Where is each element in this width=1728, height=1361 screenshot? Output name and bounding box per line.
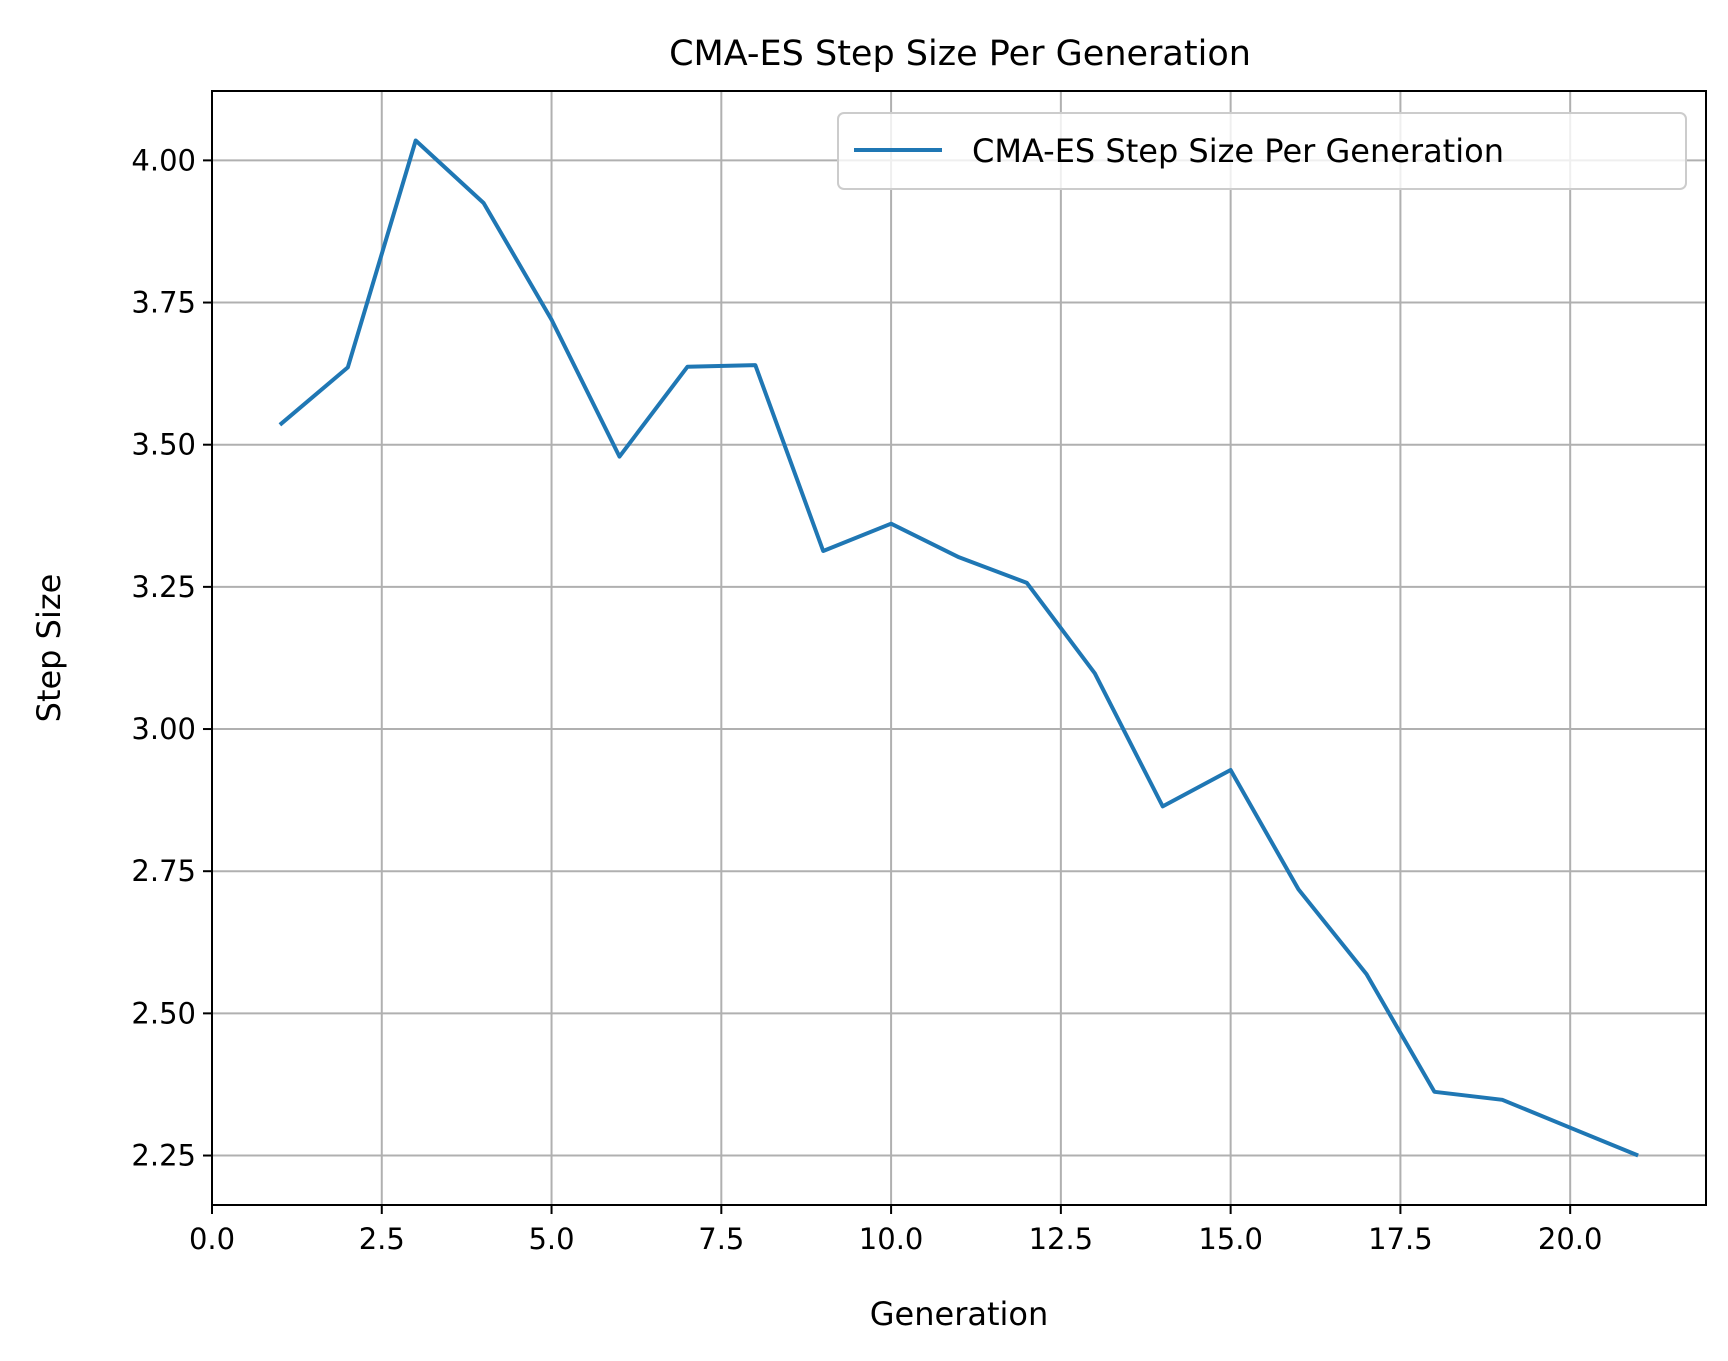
y-tick-label: 3.25: [131, 570, 196, 604]
legend-label: CMA-ES Step Size Per Generation: [972, 132, 1504, 170]
y-tick-label: 3.00: [131, 712, 196, 746]
y-axis-label: Step Size: [30, 574, 68, 723]
x-tick-label: 20.0: [1538, 1222, 1603, 1256]
y-tick-label: 2.50: [131, 996, 196, 1030]
series-layer: [278, 138, 1639, 1158]
y-tick-label: 3.75: [131, 286, 196, 320]
chart-title: CMA-ES Step Size Per Generation: [669, 34, 1251, 74]
y-tick-label: 2.75: [131, 854, 196, 888]
x-axis-ticks: 0.0 2.5 5.0 7.5 10.0 12.5 15.0 17.5 20.0: [189, 1205, 1603, 1256]
y-tick-label: 2.25: [131, 1139, 196, 1173]
x-tick-label: 10.0: [859, 1222, 924, 1256]
y-axis-ticks: 2.25 2.50 2.75 3.00 3.25 3.50 3.75 4.00: [131, 143, 212, 1173]
legend: CMA-ES Step Size Per Generation: [837, 112, 1687, 190]
x-tick-label: 7.5: [698, 1222, 744, 1256]
plot-area-frame: [211, 90, 1707, 1206]
x-tick-label: 12.5: [1029, 1222, 1094, 1256]
x-tick-label: 5.0: [528, 1222, 574, 1256]
x-tick-label: 15.0: [1198, 1222, 1263, 1256]
legend-box: [837, 112, 1687, 190]
x-tick-label: 17.5: [1368, 1222, 1433, 1256]
x-tick-label: 0.0: [189, 1222, 235, 1256]
series-line: [278, 138, 1639, 1158]
y-tick-label: 4.00: [131, 143, 196, 177]
x-axis-label: Generation: [870, 1295, 1049, 1333]
y-tick-label: 3.50: [131, 428, 196, 462]
x-tick-label: 2.5: [359, 1222, 405, 1256]
